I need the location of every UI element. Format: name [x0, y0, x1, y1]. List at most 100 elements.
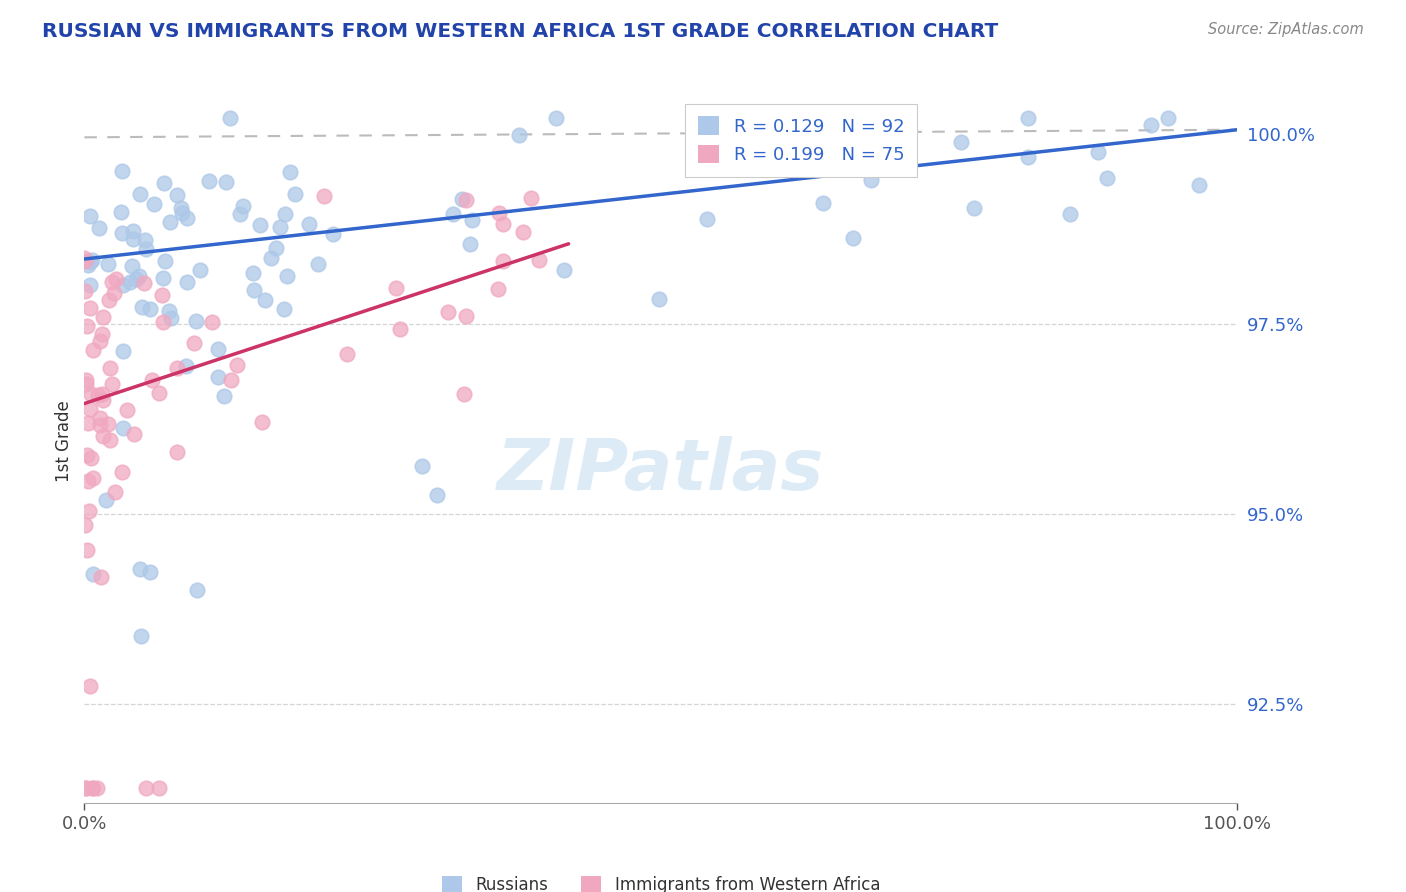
Point	[273, 302, 295, 317]
Point	[73, 517, 96, 532]
Point	[648, 292, 671, 306]
Point	[426, 488, 449, 502]
Point	[143, 197, 166, 211]
Point	[82, 566, 104, 581]
Point	[454, 193, 477, 207]
Point	[129, 629, 152, 643]
Point	[1188, 178, 1211, 193]
Point	[1087, 145, 1109, 159]
Point	[104, 484, 127, 499]
Point	[307, 257, 329, 271]
Point	[76, 543, 98, 558]
Point	[111, 465, 134, 479]
Point	[264, 241, 287, 255]
Point	[232, 199, 254, 213]
Text: Source: ZipAtlas.com: Source: ZipAtlas.com	[1208, 22, 1364, 37]
Point	[76, 318, 98, 333]
Point	[75, 780, 97, 795]
Point	[125, 272, 148, 286]
Point	[1095, 170, 1118, 185]
Point	[91, 310, 114, 324]
Point	[150, 288, 173, 302]
Point	[77, 416, 100, 430]
Point	[77, 504, 100, 518]
Point	[336, 347, 359, 361]
Point	[176, 211, 198, 226]
Point	[90, 570, 112, 584]
Point	[152, 315, 174, 329]
Point	[104, 272, 127, 286]
Point	[298, 217, 321, 231]
Point	[157, 304, 180, 318]
Point	[75, 780, 97, 795]
Point	[97, 257, 120, 271]
Point	[385, 281, 408, 295]
Y-axis label: 1st Grade: 1st Grade	[55, 401, 73, 483]
Point	[963, 201, 986, 215]
Point	[461, 213, 484, 227]
Point	[121, 259, 143, 273]
Point	[492, 254, 515, 268]
Legend: Russians, Immigrants from Western Africa: Russians, Immigrants from Western Africa	[434, 869, 887, 892]
Point	[544, 112, 567, 126]
Point	[86, 780, 108, 795]
Point	[97, 293, 120, 308]
Point	[254, 293, 277, 307]
Point	[79, 301, 101, 315]
Point	[134, 234, 156, 248]
Point	[436, 305, 458, 319]
Point	[77, 475, 100, 489]
Point	[73, 253, 96, 268]
Point	[87, 221, 110, 235]
Point	[527, 253, 550, 268]
Point	[131, 300, 153, 314]
Point	[278, 165, 301, 179]
Point	[135, 780, 157, 795]
Point	[110, 205, 132, 219]
Point	[1059, 207, 1081, 221]
Point	[190, 262, 212, 277]
Point	[322, 227, 344, 241]
Point	[512, 225, 534, 239]
Point	[274, 207, 297, 221]
Point	[260, 251, 283, 265]
Point	[91, 428, 114, 442]
Point	[454, 309, 477, 323]
Point	[276, 268, 298, 283]
Point	[519, 191, 541, 205]
Point	[249, 219, 271, 233]
Text: ZIPatlas: ZIPatlas	[498, 436, 824, 505]
Point	[176, 275, 198, 289]
Point	[183, 335, 205, 350]
Point	[94, 493, 117, 508]
Point	[98, 361, 121, 376]
Point	[207, 343, 229, 357]
Point	[811, 196, 834, 211]
Point	[215, 175, 238, 189]
Point	[696, 211, 718, 226]
Point	[186, 314, 208, 328]
Point	[170, 201, 193, 215]
Point	[411, 459, 433, 474]
Point	[80, 450, 103, 465]
Point	[229, 207, 252, 221]
Point	[152, 270, 174, 285]
Point	[860, 173, 883, 187]
Point	[219, 373, 242, 387]
Point	[101, 377, 124, 392]
Point	[128, 187, 150, 202]
Point	[488, 206, 510, 220]
Point	[159, 215, 181, 229]
Point	[1157, 112, 1180, 126]
Point	[148, 780, 170, 795]
Point	[1017, 150, 1039, 164]
Point	[121, 232, 143, 246]
Point	[89, 334, 111, 348]
Point	[153, 254, 176, 268]
Point	[226, 359, 249, 373]
Point	[80, 386, 103, 401]
Point	[79, 255, 101, 269]
Point	[458, 236, 481, 251]
Point	[450, 192, 472, 206]
Point	[949, 135, 972, 149]
